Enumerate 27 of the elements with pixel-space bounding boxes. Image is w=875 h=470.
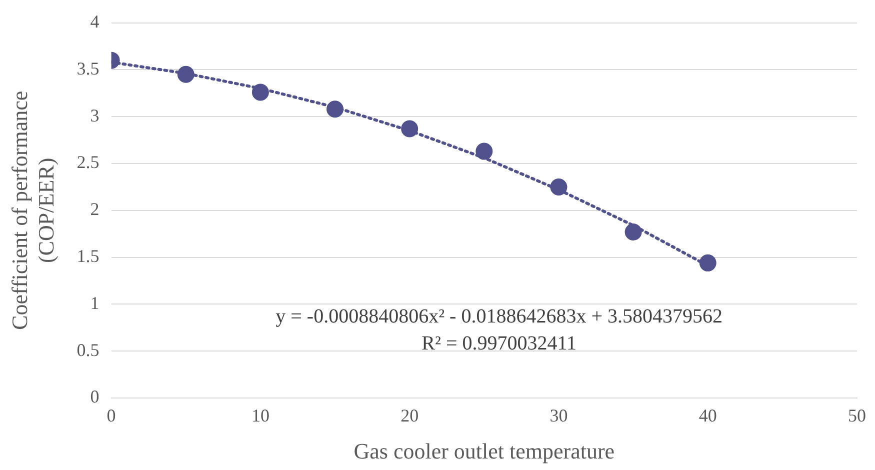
point bbox=[326, 100, 344, 118]
point bbox=[401, 120, 418, 138]
x-tick-label: 20 bbox=[400, 406, 419, 426]
x-tick-label: 10 bbox=[251, 406, 270, 426]
y-tick-label: 0.5 bbox=[76, 340, 100, 360]
x-tick-label: 0 bbox=[106, 406, 116, 426]
y-tick-label: 0 bbox=[90, 386, 100, 407]
annotation: y = -0.0008840806x² - 0.0188642683x + 3.5804379562 bbox=[276, 306, 722, 328]
y-axis-title: Coefficient of performance (COP/EER) bbox=[6, 90, 58, 330]
y-tick-label: 3.5 bbox=[76, 58, 100, 78]
point bbox=[476, 142, 493, 160]
y-tick-label: 4 bbox=[90, 12, 100, 32]
x-tick-label: 30 bbox=[550, 406, 568, 426]
point bbox=[550, 178, 568, 196]
y-tick-label: 2 bbox=[90, 199, 100, 220]
x-tick-label: 40 bbox=[698, 406, 717, 426]
x-axis-title: Gas cooler outlet temperature bbox=[354, 438, 615, 464]
y-tick-label: 3 bbox=[90, 105, 100, 126]
point bbox=[252, 84, 269, 101]
annotation: R² = 0.9970032411 bbox=[422, 332, 576, 355]
y-tick-label: 1.5 bbox=[76, 246, 100, 266]
x-tick-label: 50 bbox=[848, 406, 866, 426]
point bbox=[624, 223, 642, 240]
y-tick-label: 1 bbox=[90, 292, 100, 313]
y-tick-label: 2.5 bbox=[76, 152, 100, 172]
point bbox=[177, 66, 194, 83]
point bbox=[699, 254, 716, 272]
